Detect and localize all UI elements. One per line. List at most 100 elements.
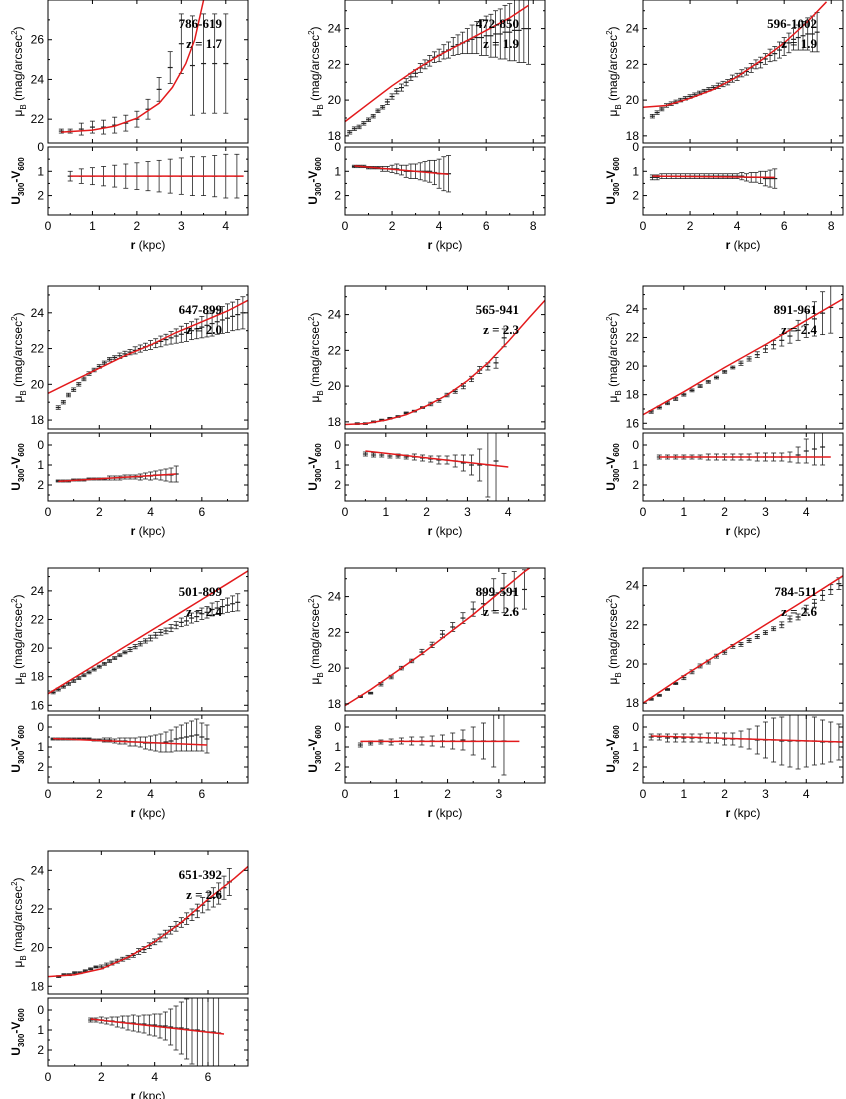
color-errorbar bbox=[803, 438, 809, 464]
profile-errorbar bbox=[779, 621, 785, 629]
profile-fit-line bbox=[345, 4, 529, 123]
x-tick-label: 0 bbox=[640, 219, 647, 233]
x-tick-label: 4 bbox=[222, 219, 229, 233]
profile-errorbar bbox=[681, 392, 687, 397]
color-errorbar bbox=[648, 733, 654, 741]
color-fit-line bbox=[90, 1018, 225, 1035]
ylabel-sup: 2 bbox=[307, 598, 316, 603]
profile-errorbar bbox=[713, 375, 719, 380]
color-axes-frame bbox=[47, 146, 249, 216]
y-tick-label: 1 bbox=[37, 740, 44, 754]
y-tick-label: 0 bbox=[334, 438, 341, 452]
color-errorbar bbox=[173, 726, 179, 752]
profile-panel: 16 18 20 22 24 891-961 z = 2.4 μB (mag/arcsec2) bbox=[605, 285, 844, 430]
profile-errorbar bbox=[112, 656, 118, 660]
profile-fit-line bbox=[643, 298, 843, 416]
y-tick-label: 18 bbox=[328, 697, 342, 711]
ylabel-mu: μ bbox=[11, 396, 25, 403]
y-tick-label: 18 bbox=[31, 413, 45, 427]
profile-errorbar bbox=[771, 626, 777, 632]
x-tick-label: 1 bbox=[680, 787, 687, 801]
xlabel-r: r bbox=[131, 238, 136, 252]
ylabel-v-sub: 600 bbox=[314, 443, 323, 457]
y-tick-label: 18 bbox=[626, 129, 640, 143]
xlabel-unit: (kpc) bbox=[135, 806, 165, 820]
color-errorbar bbox=[199, 722, 205, 752]
y-tick-label: 1 bbox=[632, 458, 639, 472]
ylabel-close: ) bbox=[308, 594, 322, 598]
profile-axes-frame bbox=[642, 567, 844, 712]
color-data-layer bbox=[648, 715, 843, 770]
ylabel-sup: 2 bbox=[605, 598, 614, 603]
y-tick-label: 18 bbox=[626, 388, 640, 402]
profile-errorbar bbox=[219, 306, 225, 334]
panel-redshift: z = 2.6 bbox=[781, 604, 817, 619]
profile-ylabel: μB (mag/arcsec2) bbox=[10, 26, 28, 116]
panel-title: 891-961 bbox=[774, 302, 817, 317]
color-errorbar bbox=[734, 173, 740, 179]
x-tick-label: 3 bbox=[464, 505, 471, 519]
color-errorbar bbox=[141, 1014, 147, 1034]
profile-errorbar bbox=[224, 303, 230, 333]
profile-panel: 18 20 22 24 899-591 z = 2.6 μB (mag/arcsec2) bbox=[307, 567, 546, 712]
color-fit-line bbox=[58, 473, 177, 483]
panel-title: 472-850 bbox=[476, 16, 519, 31]
ylabel-sub: B bbox=[614, 390, 623, 395]
profile-errorbar bbox=[791, 28, 797, 51]
color-ylabel: U300-V600 bbox=[9, 443, 26, 491]
ylabel-u: U bbox=[9, 196, 23, 205]
panel-redshift: z = 2.4 bbox=[186, 604, 222, 619]
ylabel-u-sub: 300 bbox=[612, 182, 621, 196]
profile-errorbar bbox=[656, 693, 662, 697]
profile-errorbar bbox=[521, 0, 527, 63]
x-tick-label: 0 bbox=[45, 1070, 52, 1084]
y-tick-label: 1 bbox=[37, 458, 44, 472]
color-errorbar bbox=[427, 159, 433, 183]
profile-errorbar bbox=[81, 376, 87, 382]
color-errorbar bbox=[460, 729, 466, 751]
ylabel-u-sub: 300 bbox=[314, 750, 323, 764]
x-tick-label: 2 bbox=[96, 787, 103, 801]
profile-axes-frame bbox=[47, 850, 249, 995]
ylabel-mu: μ bbox=[11, 110, 25, 117]
x-tick-label: 1 bbox=[393, 787, 400, 801]
x-axis-label: r (kpc) bbox=[428, 806, 463, 820]
ylabel-close: ) bbox=[606, 312, 620, 316]
y-tick-label: 2 bbox=[632, 760, 639, 774]
ylabel-dash: -V bbox=[9, 457, 23, 469]
profile-errorbar bbox=[183, 323, 189, 342]
xlabel-unit: (kpc) bbox=[135, 524, 165, 538]
y-tick-label: 16 bbox=[626, 416, 640, 430]
profile-errorbar bbox=[370, 114, 376, 119]
profile-data-layer bbox=[643, 1, 828, 119]
profile-errorbar bbox=[173, 621, 179, 630]
y-tick-label: 0 bbox=[632, 438, 639, 452]
profile-data-layer bbox=[48, 865, 248, 978]
y-tick-label: 22 bbox=[626, 57, 640, 71]
ylabel-u: U bbox=[306, 482, 320, 491]
profile-errorbar bbox=[137, 641, 143, 647]
profile-data-layer bbox=[345, 299, 545, 426]
y-tick-label: 1 bbox=[37, 1023, 44, 1037]
profile-data-layer bbox=[58, 0, 229, 136]
x-tick-label: 6 bbox=[199, 787, 206, 801]
profile-errorbar bbox=[235, 593, 241, 612]
color-errorbar bbox=[357, 742, 363, 748]
x-tick-label: 2 bbox=[96, 505, 103, 519]
color-errorbar bbox=[477, 448, 483, 482]
profile-errorbar bbox=[649, 114, 655, 119]
profile-errorbar bbox=[107, 357, 113, 362]
y-tick-label: 2 bbox=[37, 189, 44, 203]
profile-axes-frame bbox=[642, 285, 844, 430]
color-fit-line bbox=[651, 735, 843, 743]
profile-errorbar bbox=[738, 360, 744, 366]
ylabel-mu: μ bbox=[11, 961, 25, 968]
profile-errorbar bbox=[361, 121, 367, 126]
ylabel-u-sub: 300 bbox=[17, 182, 26, 196]
color-ylabel: U300-V600 bbox=[9, 1008, 26, 1056]
profile-errorbar bbox=[189, 321, 195, 341]
